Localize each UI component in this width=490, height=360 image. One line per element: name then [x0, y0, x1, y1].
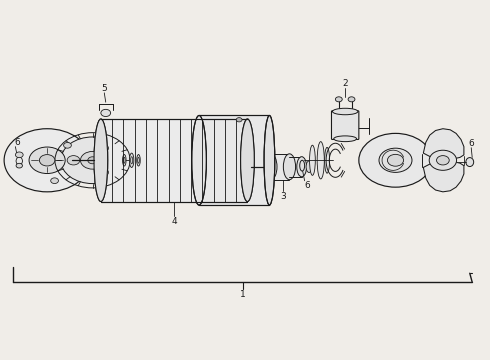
Circle shape	[236, 118, 242, 122]
Circle shape	[80, 152, 105, 169]
Text: f: f	[243, 156, 245, 165]
Text: 6: 6	[305, 180, 311, 189]
Ellipse shape	[137, 154, 140, 166]
Ellipse shape	[16, 163, 23, 168]
Ellipse shape	[122, 154, 126, 166]
Text: 1: 1	[240, 290, 245, 299]
Ellipse shape	[332, 108, 358, 115]
Circle shape	[96, 168, 108, 177]
Ellipse shape	[94, 119, 108, 202]
Bar	[271, 154, 290, 180]
Circle shape	[437, 156, 449, 165]
Circle shape	[379, 148, 412, 172]
Ellipse shape	[317, 141, 324, 179]
Circle shape	[4, 129, 90, 192]
Ellipse shape	[94, 119, 108, 202]
Circle shape	[429, 150, 457, 170]
Ellipse shape	[130, 157, 133, 164]
Text: 3: 3	[280, 192, 286, 201]
Circle shape	[67, 156, 80, 165]
Text: 2: 2	[343, 79, 348, 88]
Circle shape	[335, 97, 342, 102]
Ellipse shape	[300, 160, 305, 171]
Circle shape	[388, 154, 404, 166]
Text: 6: 6	[468, 139, 474, 148]
Ellipse shape	[264, 116, 275, 205]
Ellipse shape	[138, 157, 139, 163]
Circle shape	[50, 178, 58, 184]
Polygon shape	[423, 129, 464, 158]
Ellipse shape	[466, 158, 474, 167]
Circle shape	[29, 147, 65, 174]
Ellipse shape	[192, 116, 206, 205]
Ellipse shape	[16, 157, 23, 165]
Circle shape	[348, 97, 355, 102]
Circle shape	[101, 109, 111, 117]
Circle shape	[61, 137, 124, 184]
Bar	[101, 119, 247, 202]
FancyBboxPatch shape	[331, 111, 359, 139]
Ellipse shape	[334, 136, 357, 141]
Circle shape	[64, 143, 72, 148]
Ellipse shape	[297, 157, 307, 177]
Circle shape	[88, 157, 98, 164]
Text: 5: 5	[101, 84, 107, 93]
Ellipse shape	[129, 153, 134, 167]
Bar	[199, 116, 270, 205]
Circle shape	[96, 144, 108, 153]
Ellipse shape	[123, 157, 125, 163]
Circle shape	[15, 152, 23, 158]
Ellipse shape	[283, 154, 295, 180]
Ellipse shape	[310, 145, 315, 175]
Ellipse shape	[306, 161, 312, 172]
Text: 4: 4	[172, 217, 177, 226]
Ellipse shape	[241, 119, 254, 202]
Polygon shape	[423, 162, 464, 192]
Circle shape	[39, 154, 55, 166]
Ellipse shape	[324, 147, 330, 173]
Ellipse shape	[241, 119, 254, 202]
Text: 6: 6	[14, 138, 20, 147]
Circle shape	[359, 134, 432, 187]
Bar	[290, 157, 302, 177]
Ellipse shape	[265, 154, 277, 180]
